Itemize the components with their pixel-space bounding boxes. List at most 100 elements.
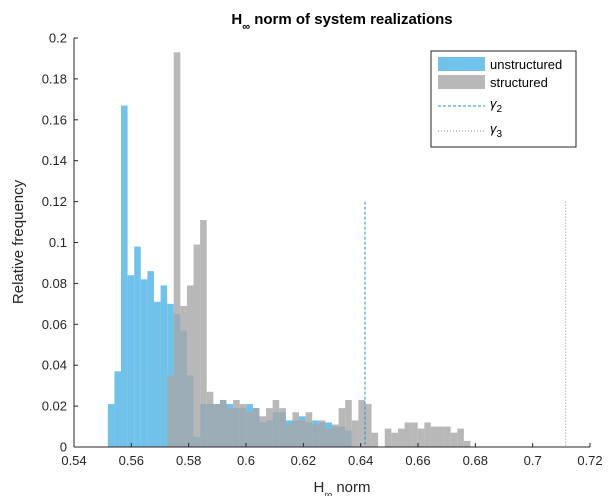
- legend-label-unstructured: unstructured: [490, 57, 562, 72]
- bar-structured-20: [299, 420, 306, 447]
- gamma3-subscript: 3: [497, 129, 503, 140]
- bar-structured-14: [259, 416, 267, 447]
- bar-structured-18: [285, 424, 293, 447]
- bar-structured-41: [437, 426, 445, 447]
- title-main: H: [231, 11, 242, 28]
- bar-structured-1: [173, 52, 181, 448]
- gamma2-main: γ: [490, 96, 498, 111]
- bar-structured-15: [266, 408, 273, 447]
- x-tick-label-6: 0.66: [405, 453, 430, 468]
- title-rest: norm of system realizations: [250, 11, 453, 28]
- bar-unstructured-9: [167, 303, 174, 447]
- xlabel-rest: norm: [332, 479, 370, 496]
- legend-label-structured: structured: [490, 75, 548, 90]
- x-tick-label-9: 0.72: [577, 453, 602, 468]
- axes: 0.54 0.56 0.58 0.6 0.62 0.64 0.66 0.68 0.7 0.72 0 0…: [42, 31, 603, 469]
- gamma2-subscript: 2: [497, 104, 503, 115]
- legend-swatch-structured: [438, 75, 485, 89]
- bar-unstructured-8: [160, 285, 168, 447]
- bar-structured-43: [450, 432, 458, 447]
- bar-structured-10: [233, 399, 240, 447]
- bar-structured-37: [411, 422, 418, 447]
- chart-title: H∞ norm of system realizations: [231, 11, 452, 33]
- bar-structured-8: [219, 399, 227, 447]
- bar-structured-31: [371, 432, 379, 447]
- y-tick-label-3: 0.06: [42, 317, 67, 332]
- bar-structured-3: [186, 285, 194, 447]
- bar-structured-29: [358, 399, 365, 447]
- bar-structured-39: [424, 422, 431, 447]
- bar-structured-5: [200, 220, 207, 447]
- x-tick-label-1: 0.56: [119, 453, 144, 468]
- xlabel-subscript: ∞: [324, 489, 332, 496]
- bar-structured-27: [345, 399, 352, 447]
- x-tick-label-4: 0.62: [291, 453, 316, 468]
- x-tick-label-2: 0.58: [176, 453, 201, 468]
- bar-structured-36: [404, 422, 412, 447]
- x-tick-label-8: 0.7: [524, 453, 542, 468]
- y-tick-label-1: 0.02: [42, 399, 67, 414]
- bar-structured-35: [397, 428, 405, 447]
- gamma3-main: γ: [490, 121, 498, 136]
- y-tick-label-9: 0.18: [42, 71, 67, 86]
- bar-structured-28: [351, 420, 359, 447]
- bar-structured-30: [364, 404, 372, 447]
- bar-structured-0: [167, 375, 174, 447]
- bar-structured-33: [384, 428, 392, 447]
- x-tick-label-7: 0.68: [463, 453, 488, 468]
- bar-structured-17: [279, 408, 286, 447]
- bar-structured-26: [338, 408, 346, 447]
- bar-structured-13: [252, 408, 260, 447]
- bar-structured-42: [444, 426, 451, 447]
- bar-structured-22: [312, 424, 319, 447]
- bar-unstructured-1: [114, 371, 122, 447]
- y-tick-label-5: 0.1: [49, 235, 67, 250]
- bar-structured-23: [318, 420, 326, 447]
- bar-structured-40: [430, 426, 438, 447]
- bar-structured-25: [332, 424, 339, 447]
- bar-structured-21: [305, 412, 313, 447]
- title-subscript: ∞: [242, 21, 250, 33]
- bar-unstructured-7: [153, 301, 161, 447]
- bar-structured-11: [239, 404, 247, 447]
- y-tick-label-4: 0.08: [42, 276, 67, 291]
- legend-label-gamma2: γ2: [490, 96, 503, 115]
- bar-structured-6: [206, 391, 214, 447]
- bar-unstructured-5: [140, 279, 148, 447]
- y-tick-label-7: 0.14: [42, 153, 67, 168]
- x-axis-title: H∞ norm: [313, 479, 370, 496]
- legend: unstructured structured γ2 γ3: [430, 50, 577, 148]
- bar-structured-44: [457, 428, 464, 447]
- series-structured-bars: [167, 52, 471, 448]
- legend-swatch-unstructured: [438, 57, 485, 71]
- y-tick-label-10: 0.2: [49, 31, 67, 46]
- y-tick-label-0: 0: [60, 440, 67, 455]
- y-tick-label-8: 0.16: [42, 112, 67, 127]
- bar-structured-12: [246, 412, 253, 447]
- y-tick-label-6: 0.12: [42, 194, 67, 209]
- bar-structured-34: [391, 432, 398, 447]
- x-tick-label-0: 0.54: [61, 453, 86, 468]
- legend-label-gamma3: γ3: [490, 121, 503, 140]
- bar-unstructured-0: [107, 404, 115, 447]
- bar-structured-2: [180, 305, 187, 447]
- y-tick-label-2: 0.04: [42, 358, 67, 373]
- bar-unstructured-4: [134, 246, 141, 447]
- bar-unstructured-6: [147, 271, 154, 447]
- bar-structured-38: [417, 428, 425, 447]
- bar-structured-24: [325, 428, 332, 447]
- bar-structured-19: [292, 412, 300, 447]
- xlabel-main: H: [313, 479, 324, 496]
- bar-structured-4: [193, 244, 201, 447]
- bar-structured-45: [463, 440, 471, 447]
- bar-unstructured-3: [127, 275, 135, 447]
- y-axis-title: Relative frequency: [10, 179, 27, 304]
- bar-structured-7: [213, 404, 220, 447]
- reference-lines: [364, 201, 567, 447]
- x-tick-label-5: 0.64: [348, 453, 373, 468]
- x-tick-label-3: 0.6: [237, 453, 255, 468]
- bar-structured-9: [226, 408, 234, 447]
- bar-unstructured-2: [121, 105, 128, 448]
- bar-structured-16: [272, 399, 280, 447]
